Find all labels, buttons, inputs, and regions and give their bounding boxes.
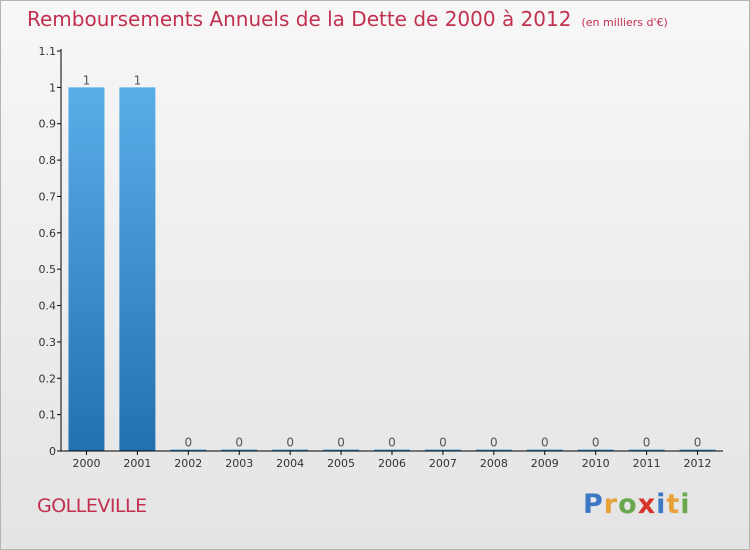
- logo-letter: o: [618, 489, 638, 520]
- bar-value-label: 1: [83, 73, 91, 87]
- logo-letter: i: [680, 489, 691, 520]
- y-tick-label: 0.3: [39, 336, 57, 349]
- logo-letter: t: [666, 489, 681, 520]
- y-tick-label: 0.7: [39, 190, 57, 203]
- x-tick-label: 2001: [123, 457, 151, 470]
- y-tick-label: 0.8: [39, 154, 57, 167]
- bar: [475, 449, 512, 451]
- commune-name: GOLLEVILLE: [37, 495, 147, 517]
- bar-value-label: 0: [286, 436, 294, 450]
- bar: [424, 449, 461, 451]
- x-tick-label: 2007: [429, 457, 457, 470]
- x-tick-label: 2005: [327, 457, 355, 470]
- bars: 1 1 0 0 0 0 0 0 0 0 0 0 0: [68, 73, 716, 451]
- y-tick-label: 0.9: [39, 118, 57, 131]
- x-tick-label: 2010: [582, 457, 610, 470]
- bar: [68, 87, 105, 451]
- y-tick-label: 1: [49, 81, 56, 94]
- chart-unit: (en milliers d'€): [581, 16, 668, 29]
- bar-value-label: 0: [490, 436, 498, 450]
- bar: [221, 449, 258, 451]
- x-tick-label: 2004: [276, 457, 304, 470]
- bar-value-label: 1: [134, 73, 142, 87]
- x-tick-label: 2006: [378, 457, 406, 470]
- y-tick-label: 0.5: [39, 263, 57, 276]
- bar-value-label: 0: [337, 436, 345, 450]
- y-tick-label: 0.6: [39, 227, 57, 240]
- y-tick-label: 0: [49, 445, 56, 458]
- x-axis: 2000 2001 2002 2003 2004 2005 2006 2007 2008 2009…: [61, 450, 723, 470]
- y-tick-label: 0.4: [39, 300, 57, 313]
- logo-letter: x: [637, 489, 657, 520]
- bar-value-label: 0: [694, 436, 702, 450]
- bar-value-label: 0: [541, 436, 549, 450]
- bar: [374, 449, 410, 451]
- bar-value-label: 0: [388, 436, 396, 450]
- bar-value-label: 0: [643, 436, 651, 450]
- bar: [119, 87, 156, 451]
- bar-value-label: 0: [235, 436, 243, 450]
- bar-value-label: 0: [439, 436, 447, 450]
- x-tick-label: 2012: [684, 457, 712, 470]
- x-tick-label: 2008: [480, 457, 508, 470]
- y-tick-label: 0.2: [39, 372, 57, 385]
- chart-title-text: Remboursements Annuels de la Dette de 20…: [27, 7, 572, 31]
- bar: [679, 449, 716, 451]
- x-tick-label: 2002: [174, 457, 202, 470]
- logo-letter: P: [583, 489, 604, 520]
- x-tick-label: 2000: [72, 457, 100, 470]
- bar: [526, 449, 563, 451]
- bar: [272, 449, 309, 451]
- x-tick-label: 2009: [531, 457, 559, 470]
- chart-title: Remboursements Annuels de la Dette de 20…: [27, 7, 668, 31]
- y-tick-label: 1.1: [39, 45, 57, 58]
- x-tick-label: 2003: [225, 457, 253, 470]
- bar: [628, 449, 665, 451]
- bar: [577, 449, 614, 451]
- x-tick-label: 2011: [633, 457, 661, 470]
- proxiti-logo: Proxiti: [583, 489, 691, 520]
- y-tick-label: 0.1: [39, 409, 57, 422]
- logo-letter: i: [656, 489, 667, 520]
- y-axis: 0 0.1 0.2 0.3 0.4 0.5 0.6 0.7 0.8 0.9 1 1.1: [39, 45, 62, 458]
- bar-value-label: 0: [592, 436, 600, 450]
- bar: [323, 449, 360, 451]
- logo-letter: r: [603, 489, 619, 520]
- bar-value-label: 0: [184, 436, 192, 450]
- bar: [170, 449, 207, 451]
